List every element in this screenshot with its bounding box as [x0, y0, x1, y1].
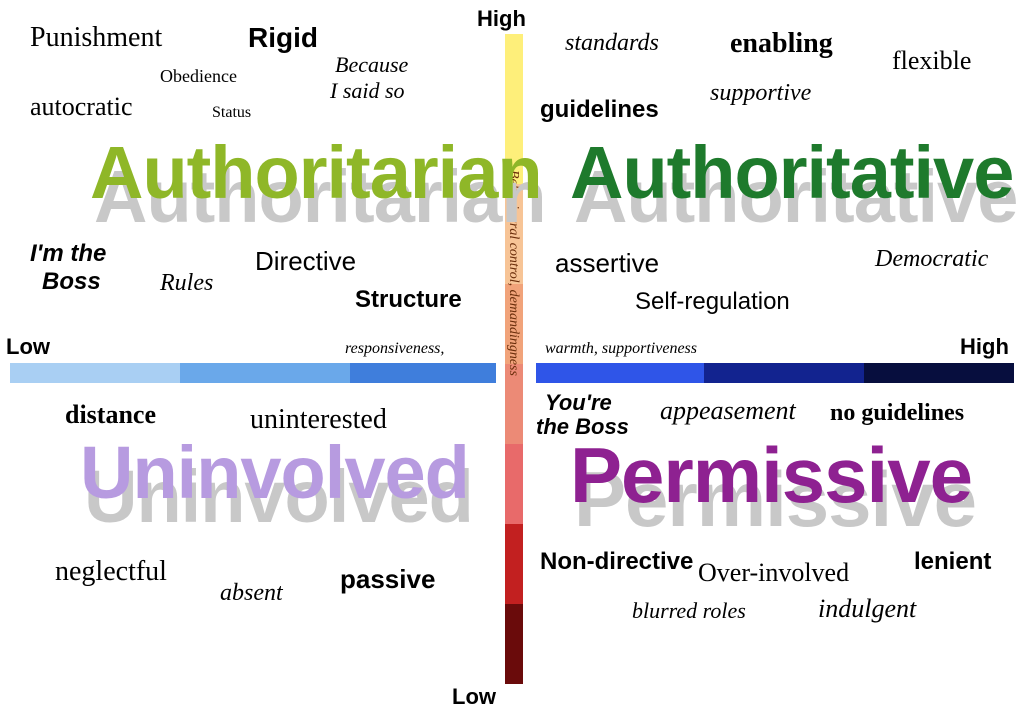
v-axis-low: Low — [452, 684, 496, 710]
word-18: Democratic — [875, 246, 988, 273]
h-axis-low: Low — [6, 334, 50, 360]
word-27: appeasement — [660, 396, 796, 426]
word-32: blurred roles — [632, 598, 746, 624]
h-axis-text-right: warmth, supportiveness — [545, 340, 697, 358]
word-22: neglectful — [55, 556, 167, 588]
word-29: Non-directive — [540, 548, 693, 576]
word-10: Directive — [255, 246, 356, 277]
h-seg-2 — [350, 363, 496, 383]
word-9: Rules — [160, 270, 213, 297]
v-axis-high: High — [477, 6, 526, 32]
word-0: Punishment — [30, 22, 162, 54]
word-21: uninterested — [250, 404, 387, 436]
h-seg-5 — [864, 363, 1014, 383]
h-axis-text-left: responsiveness, — [345, 340, 444, 358]
h-seg-0 — [10, 363, 180, 383]
title-tr: Authoritative — [570, 130, 1013, 215]
word-17: assertive — [555, 248, 659, 279]
parenting-styles-quadrant: High Low Low High responsiveness, warmth… — [0, 0, 1024, 718]
word-4: I said so — [330, 78, 405, 104]
word-13: enabling — [730, 28, 833, 60]
h-seg-1 — [180, 363, 350, 383]
word-23: absent — [220, 580, 283, 607]
v-seg-6 — [505, 604, 523, 684]
h-axis-high: High — [960, 334, 1009, 360]
word-2: Obedience — [160, 66, 237, 87]
word-6: Status — [212, 104, 251, 122]
word-25: You're — [545, 390, 612, 416]
h-seg-4 — [704, 363, 864, 383]
word-5: autocratic — [30, 92, 133, 122]
word-24: passive — [340, 564, 435, 595]
word-11: Structure — [355, 286, 462, 314]
word-16: guidelines — [540, 96, 659, 124]
title-bl: Uninvolved — [80, 430, 469, 515]
word-28: no guidelines — [830, 400, 964, 427]
word-7: I'm the — [30, 240, 106, 268]
word-3: Because — [335, 52, 408, 78]
word-19: Self-regulation — [635, 288, 790, 316]
v-seg-4 — [505, 444, 523, 524]
word-20: distance — [65, 400, 156, 430]
word-15: supportive — [710, 80, 811, 107]
word-8: Boss — [42, 268, 101, 296]
word-14: flexible — [892, 46, 971, 76]
word-30: Over-involved — [698, 558, 849, 588]
word-1: Rigid — [248, 22, 318, 54]
word-31: lenient — [914, 548, 991, 576]
title-tl: Authoritarian — [90, 130, 542, 215]
word-12: standards — [565, 30, 659, 57]
word-26: the Boss — [536, 414, 629, 440]
v-seg-3 — [505, 364, 523, 444]
v-seg-5 — [505, 524, 523, 604]
h-seg-3 — [536, 363, 704, 383]
word-33: indulgent — [818, 594, 916, 624]
title-br: Permissive — [570, 430, 972, 521]
